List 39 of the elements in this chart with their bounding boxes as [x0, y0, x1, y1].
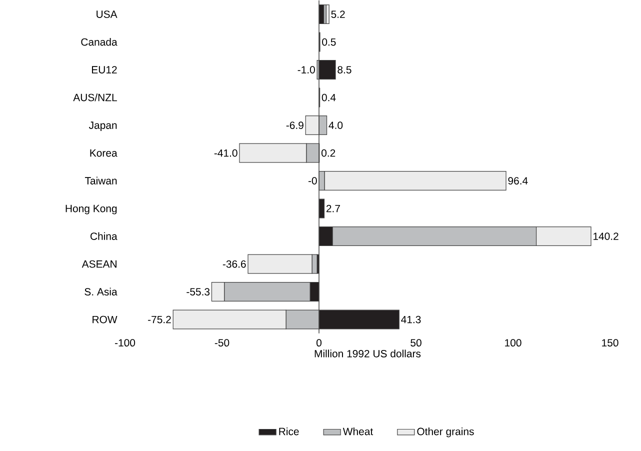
text: -55.3	[186, 288, 210, 296]
x-tick-label: 150	[602, 338, 618, 346]
text: -41.0	[214, 149, 238, 157]
y-tick-label: Canada	[81, 38, 118, 46]
text: -75.2	[148, 316, 171, 324]
y-tick-label: Taiwan	[84, 176, 117, 184]
y-tick-label: Japan	[88, 121, 117, 131]
y-tick-label: ASEAN	[82, 260, 116, 268]
text: -36.6	[222, 260, 246, 268]
y-tick-label: ROW	[92, 316, 118, 324]
text: 41.3	[401, 316, 421, 324]
text: 4.0	[328, 121, 343, 129]
y-tick-label: AUS/NZL	[73, 93, 117, 102]
text: 140.2	[594, 232, 618, 240]
legend-label: Other grains	[417, 427, 474, 438]
x-tick-label: -100	[115, 338, 136, 346]
text: -6.9	[286, 121, 304, 129]
x-tick-label: 50	[410, 338, 422, 346]
text: -0	[308, 176, 317, 184]
y-tick-label: USA	[96, 10, 118, 18]
legend-label: Wheat	[342, 427, 374, 435]
legend-label: Rice	[279, 427, 299, 435]
y-tick-label: S. Asia	[84, 288, 118, 296]
text: 2.7	[326, 204, 340, 212]
text: 5.2	[331, 10, 345, 18]
y-tick-label: Hong Kong	[66, 204, 117, 214]
y-tick-label: EU12	[92, 66, 117, 74]
y-tick-label: China	[90, 232, 118, 240]
text: 0.5	[322, 38, 336, 46]
x-tick-label: 0	[316, 338, 322, 346]
text: -1.0	[298, 66, 315, 74]
text: 8.5	[338, 66, 352, 74]
text: 0.4	[322, 94, 336, 102]
text: 96.4	[508, 176, 528, 184]
text: 0.2	[322, 149, 336, 157]
x-axis-title: Million 1992 US dollars	[314, 349, 421, 358]
y-tick-label: Korea	[90, 149, 118, 157]
x-tick-label: -50	[214, 338, 230, 346]
x-tick-label: 100	[505, 338, 522, 346]
